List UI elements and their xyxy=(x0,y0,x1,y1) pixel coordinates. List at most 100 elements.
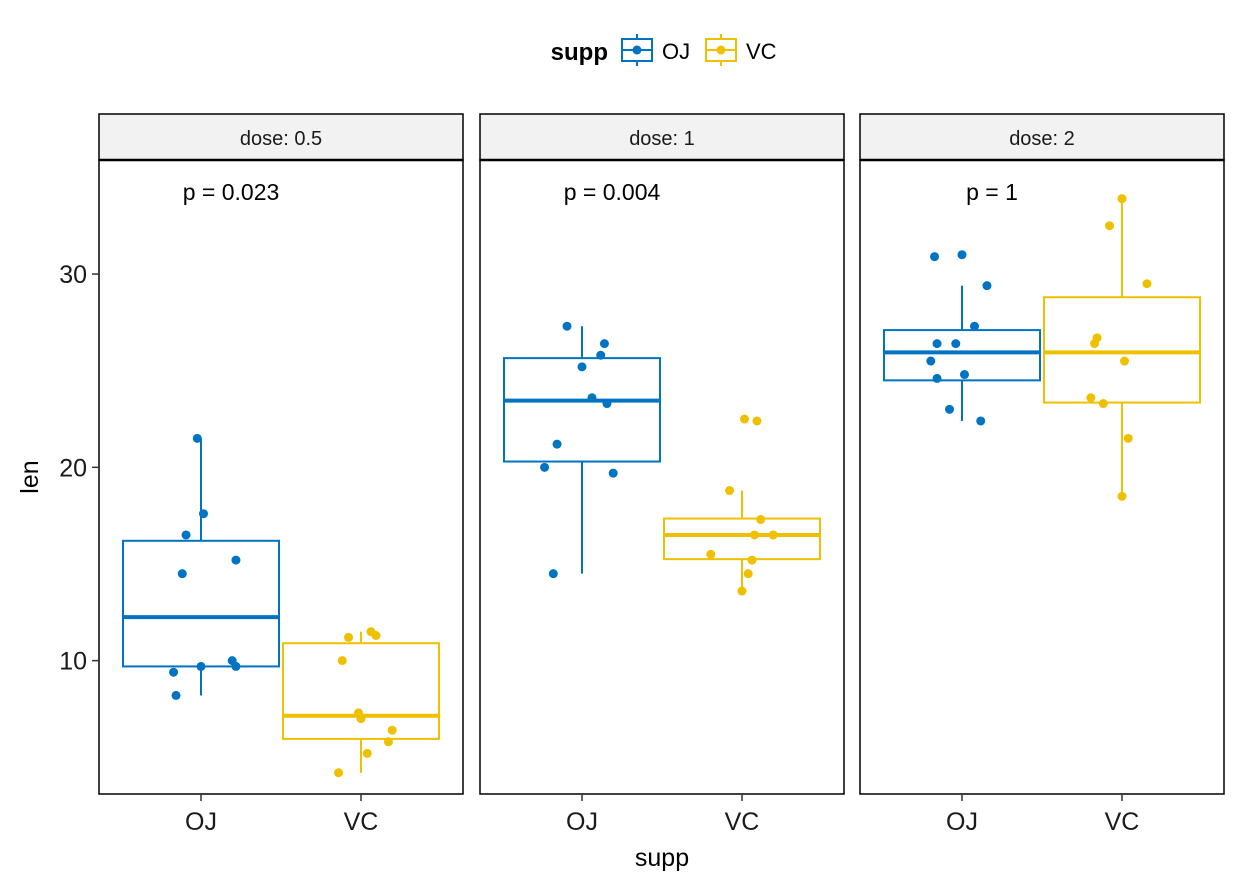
legend-key-point xyxy=(632,45,642,55)
data-point xyxy=(231,661,241,671)
facet-plot-area xyxy=(859,159,1225,795)
legend-label-oj: OJ xyxy=(662,39,690,64)
facet-panels: dose: 0.5 p = 0.023 OJ VC dose: 1 p = 0.004 OJ… xyxy=(98,113,1225,836)
boxplot-vc xyxy=(663,414,821,596)
x-tick-label: OJ xyxy=(566,808,598,836)
data-point xyxy=(982,281,992,291)
box xyxy=(1043,296,1201,404)
data-point xyxy=(969,321,979,331)
facet-strip-label: dose: 0.5 xyxy=(240,128,322,150)
data-point xyxy=(739,414,749,424)
data-point xyxy=(959,370,969,380)
legend-key-point xyxy=(716,45,726,55)
data-point xyxy=(749,530,759,540)
facet-plot-area xyxy=(479,159,845,795)
facet-strip-label: dose: 2 xyxy=(1009,128,1075,150)
data-point xyxy=(706,549,716,559)
data-point xyxy=(743,569,753,579)
x-tick-label: VC xyxy=(1105,808,1140,836)
data-point xyxy=(371,631,381,640)
data-point xyxy=(552,439,562,449)
facet-panel: dose: 1 p = 0.004 OJ VC xyxy=(479,113,845,836)
data-point xyxy=(1086,393,1096,403)
boxplot-oj xyxy=(122,433,280,700)
legend-key-vc xyxy=(705,34,737,66)
data-point xyxy=(587,393,597,403)
boxplot-vc xyxy=(282,627,440,778)
box xyxy=(503,357,661,463)
legend-title: supp xyxy=(551,39,608,66)
boxplot-vc xyxy=(1043,194,1201,501)
facet-strip xyxy=(98,113,464,161)
legend-key-oj xyxy=(621,34,653,66)
data-point xyxy=(599,339,609,349)
data-point xyxy=(198,509,208,519)
data-point xyxy=(1098,399,1108,409)
data-point xyxy=(169,667,179,677)
data-point xyxy=(344,632,354,642)
legend: supp OJ VC xyxy=(551,34,777,66)
x-tick-label: OJ xyxy=(946,808,978,836)
data-point xyxy=(752,416,762,426)
data-point xyxy=(387,725,397,735)
facet-strip xyxy=(479,113,845,161)
data-point xyxy=(596,350,606,360)
facet-strip-label: dose: 1 xyxy=(629,128,695,150)
data-point xyxy=(1105,221,1115,231)
box xyxy=(282,642,440,740)
box xyxy=(663,517,821,561)
facet-panel: dose: 2 p = 1 OJ VC xyxy=(859,113,1225,836)
data-point xyxy=(577,362,587,372)
p-value-label: p = 1 xyxy=(966,179,1018,205)
data-point xyxy=(1117,491,1127,501)
x-tick-label: VC xyxy=(725,808,760,836)
data-point xyxy=(957,250,967,260)
data-point xyxy=(334,768,344,778)
data-point xyxy=(1142,279,1152,289)
data-point xyxy=(362,748,372,758)
x-tick-label: OJ xyxy=(185,808,217,836)
data-point xyxy=(768,530,778,540)
y-axis-title: len xyxy=(16,460,44,493)
boxplot-oj xyxy=(503,321,661,579)
x-tick-label: VC xyxy=(344,808,379,836)
data-point xyxy=(1117,194,1127,204)
data-point xyxy=(737,586,747,596)
y-tick-label: 30 xyxy=(59,261,87,289)
data-point xyxy=(951,339,961,349)
data-point xyxy=(181,530,191,540)
data-point xyxy=(192,433,202,443)
data-point xyxy=(171,690,181,700)
data-point xyxy=(608,468,618,478)
data-point xyxy=(602,399,612,409)
data-point xyxy=(562,321,572,331)
facet-panel: dose: 0.5 p = 0.023 OJ VC xyxy=(98,113,464,836)
data-point xyxy=(1092,333,1102,343)
data-point xyxy=(337,656,347,666)
data-point xyxy=(356,714,366,724)
data-point xyxy=(1123,433,1133,443)
data-point xyxy=(540,462,550,472)
boxplot-oj xyxy=(883,250,1041,426)
data-point xyxy=(747,555,757,565)
data-point xyxy=(932,373,942,383)
data-point xyxy=(1119,356,1129,366)
data-point xyxy=(725,486,735,496)
x-axis-title: supp xyxy=(635,844,689,872)
data-point xyxy=(177,569,187,579)
data-point xyxy=(548,569,558,579)
data-point xyxy=(976,416,986,426)
data-point xyxy=(926,356,936,366)
legend-label-vc: VC xyxy=(746,39,777,64)
y-tick-label: 20 xyxy=(59,454,87,482)
y-axis: 10 20 30 xyxy=(59,261,99,676)
data-point xyxy=(756,515,766,525)
p-value-label: p = 0.004 xyxy=(564,179,661,205)
data-point xyxy=(383,737,393,747)
facet-strip xyxy=(859,113,1225,161)
y-tick-label: 10 xyxy=(59,648,87,676)
p-value-label: p = 0.023 xyxy=(183,179,280,205)
data-point xyxy=(932,339,942,349)
box xyxy=(122,539,280,668)
